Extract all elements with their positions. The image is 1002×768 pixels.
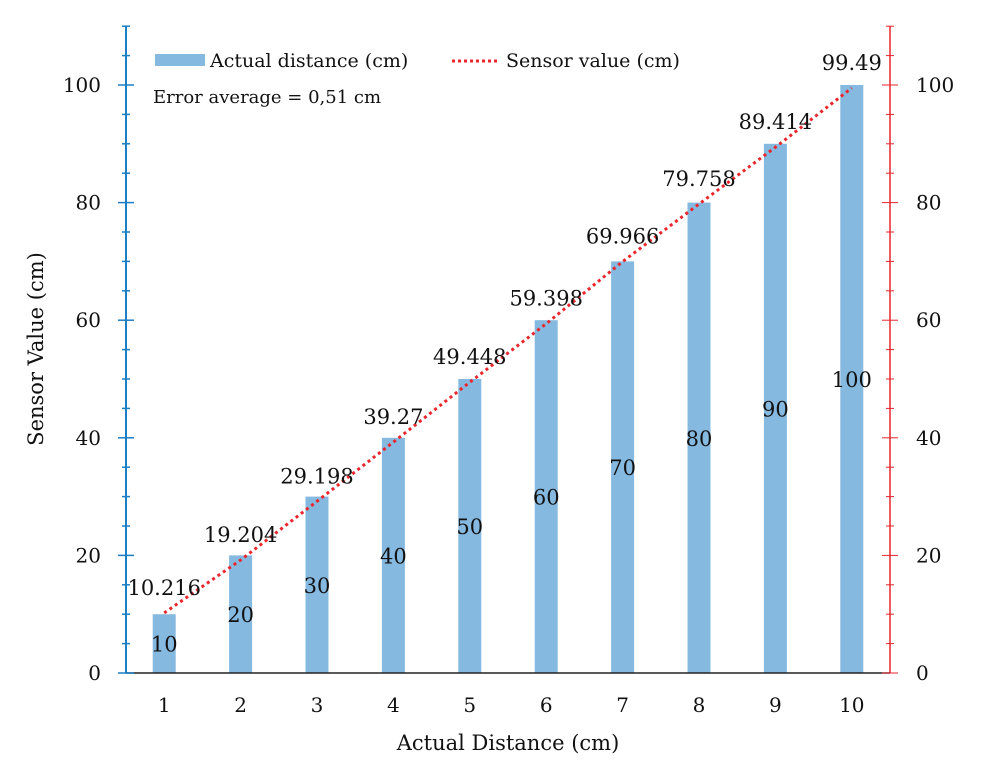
y-axis-title: Sensor Value (cm) [24, 252, 48, 446]
legend-bar-swatch [155, 54, 205, 66]
sensor-value-label-8: 79.758 [662, 167, 735, 191]
bar-value-label-5: 50 [456, 515, 483, 539]
bar-actual-5 [458, 379, 482, 673]
y-right-tick-label-100: 100 [916, 73, 954, 97]
bar-value-label-3: 30 [304, 574, 331, 598]
x-tick-label-7: 7 [616, 693, 629, 717]
x-axis-title: Actual Distance (cm) [396, 731, 620, 755]
y-left-tick-label-100: 100 [63, 73, 101, 97]
sensor-value-label-9: 89.414 [739, 110, 812, 134]
bar-actual-10 [840, 85, 864, 673]
bars-group [152, 85, 864, 674]
sensor-value-label-1: 10.216 [127, 576, 200, 600]
bar-value-label-4: 40 [380, 544, 407, 568]
sensor-value-label-4: 39.27 [363, 405, 423, 429]
bar-value-label-6: 60 [533, 486, 560, 510]
sensor-line [163, 86, 853, 615]
bar-value-label-7: 70 [609, 456, 636, 480]
sensor-value-label-3: 29.198 [280, 464, 353, 488]
sensor-line-group [163, 86, 853, 615]
y-left-tick-label-20: 20 [76, 543, 101, 567]
sensor-value-label-10: 99.49 [822, 51, 882, 75]
y-right-tick-label-40: 40 [916, 426, 941, 450]
bar-actual-8 [687, 202, 711, 673]
y-left-tick-label-60: 60 [76, 308, 101, 332]
bar-actual-9 [763, 143, 787, 674]
sensor-value-label-7: 69.966 [586, 225, 659, 249]
y-left-tick-label-80: 80 [76, 191, 101, 215]
x-tick-label-4: 4 [387, 693, 400, 717]
legend-label-sensor: Sensor value (cm) [506, 50, 680, 72]
x-tick-label-6: 6 [540, 693, 553, 717]
x-tick-label-2: 2 [234, 693, 247, 717]
bar-actual-7 [611, 261, 635, 673]
y-right-tick-label-20: 20 [916, 543, 941, 567]
bar-value-label-8: 80 [686, 427, 713, 451]
bar-value-label-10: 100 [832, 368, 872, 392]
axes-group: 0 20 40 60 80 100 0 20 40 60 80 100 1 2 3 4 5 6 7 8 9 10 [63, 25, 954, 717]
error-average-annotation: Error average = 0,51 cm [153, 87, 381, 108]
x-tick-label-9: 9 [769, 693, 782, 717]
x-tick-label-1: 1 [158, 693, 171, 717]
x-tick-label-10: 10 [839, 693, 864, 717]
data-labels-group: 10.216 19.204 29.198 39.27 49.448 59.398 69.96… [127, 51, 881, 657]
bar-value-label-1: 10 [151, 633, 178, 657]
x-tick-label-5: 5 [463, 693, 476, 717]
legend: Actual distance (cm) Sensor value (cm) [155, 50, 680, 72]
bar-actual-2 [229, 555, 253, 673]
bar-actual-3 [305, 496, 329, 673]
bar-actual-1 [152, 614, 176, 673]
y-left-tick-label-0: 0 [88, 661, 101, 685]
bar-actual-4 [381, 437, 405, 673]
y-left-tick-label-40: 40 [76, 426, 101, 450]
bar-value-label-2: 20 [227, 603, 254, 627]
sensor-value-label-2: 19.204 [204, 523, 277, 547]
legend-label-actual: Actual distance (cm) [209, 50, 408, 72]
bar-actual-6 [534, 320, 558, 673]
sensor-value-label-5: 49.448 [433, 345, 506, 369]
bar-value-label-9: 90 [762, 397, 789, 421]
y-right-tick-label-80: 80 [916, 191, 941, 215]
x-tick-label-3: 3 [311, 693, 324, 717]
x-tick-label-8: 8 [693, 693, 706, 717]
y-right-tick-label-0: 0 [916, 661, 929, 685]
sensor-value-label-6: 59.398 [509, 287, 582, 311]
y-right-tick-label-60: 60 [916, 308, 941, 332]
